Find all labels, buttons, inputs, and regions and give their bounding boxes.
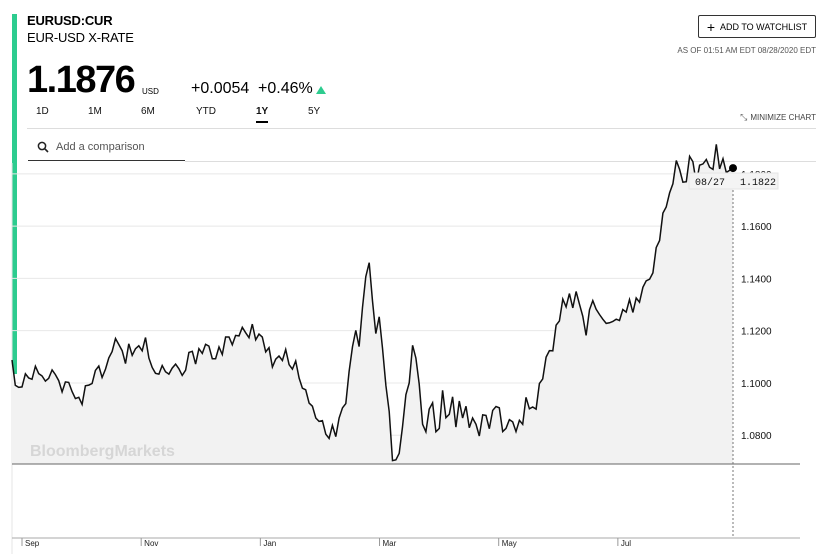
- y-tick-label: 1.1200: [741, 327, 772, 338]
- tooltip-date: 08/27: [695, 177, 725, 189]
- tab-1m[interactable]: 1M: [88, 106, 102, 117]
- search-divider: [185, 161, 816, 162]
- accent-bar: [12, 14, 17, 374]
- y-tick-label: 1.0800: [741, 431, 772, 442]
- last-price: 1.1876: [27, 59, 136, 101]
- x-tick-label: Sep: [25, 539, 40, 548]
- ticker-symbol: EURUSD:CUR: [27, 13, 113, 28]
- x-tick-label: Jan: [263, 539, 276, 548]
- as-of-timestamp: AS OF 01:51 AM EDT 08/28/2020 EDT: [677, 46, 816, 55]
- x-tick-label: Mar: [383, 539, 397, 548]
- y-tick-label: 1.1600: [741, 222, 772, 233]
- comparison-search-input[interactable]: [56, 140, 176, 153]
- search-icon: [37, 141, 49, 153]
- bloomberg-watermark: BloombergMarkets: [30, 443, 175, 460]
- price-change-percent: +0.46%: [258, 80, 313, 97]
- x-tick-label: May: [502, 539, 517, 548]
- tab-6m[interactable]: 6M: [141, 106, 155, 117]
- tooltip-value: 1.1822: [740, 178, 776, 189]
- x-axis-labels: Sep Nov Jan Mar May Jul: [21, 538, 631, 548]
- price-currency: USD: [142, 87, 159, 96]
- tooltip-box: [688, 172, 779, 190]
- last-price-dot[interactable]: [729, 164, 737, 173]
- add-to-watchlist-button[interactable]: + ADD TO WATCHLIST: [698, 15, 816, 38]
- minimize-chart-label: MINIMIZE CHART: [750, 113, 816, 122]
- minimize-chart-button[interactable]: ⤡ MINIMIZE CHART: [740, 112, 816, 123]
- tab-1y[interactable]: 1Y: [256, 106, 269, 123]
- comparison-search: [28, 133, 185, 161]
- price-change: +0.0054: [191, 80, 250, 97]
- price-line: [11, 144, 734, 462]
- tab-ytd[interactable]: YTD: [196, 106, 216, 117]
- x-tick-label: Nov: [144, 539, 158, 548]
- up-arrow-icon: [316, 86, 326, 94]
- x-tick-label: Jul: [621, 539, 631, 548]
- y-tick-label: 1.1400: [741, 274, 772, 285]
- tab-5y[interactable]: 5Y: [308, 106, 321, 117]
- tabs-divider: [27, 128, 816, 129]
- tab-1d[interactable]: 1D: [36, 106, 49, 117]
- security-name: EUR-USD X-RATE: [27, 30, 134, 45]
- collapse-arrows-icon: ⤡: [740, 112, 748, 122]
- add-to-watchlist-label: ADD TO WATCHLIST: [720, 21, 808, 32]
- y-tick-label: 1.1000: [741, 379, 772, 390]
- plus-icon: +: [706, 18, 715, 35]
